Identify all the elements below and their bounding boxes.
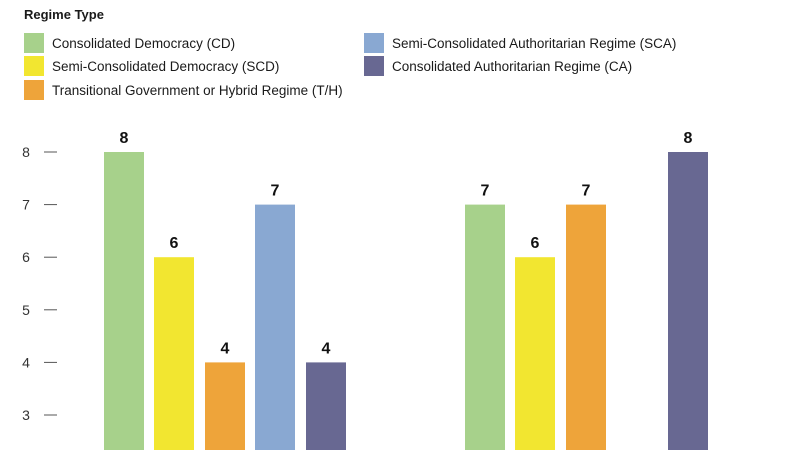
legend-label-cd: Consolidated Democracy (CD) xyxy=(52,35,236,51)
bar xyxy=(104,152,144,450)
legend-swatch-ca xyxy=(364,56,384,76)
bar xyxy=(465,204,505,450)
legend-swatch-scd xyxy=(24,56,44,76)
legend-item-scd: Semi-Consolidated Democracy (SCD) xyxy=(24,56,279,76)
legend-label-sca: Semi-Consolidated Authoritarian Regime (… xyxy=(392,35,677,51)
y-tick-label: 6 xyxy=(22,249,30,265)
y-tick-label: 3 xyxy=(22,407,30,423)
bar xyxy=(515,257,555,450)
legend-label-ca: Consolidated Authoritarian Regime (CA) xyxy=(392,58,633,74)
bar xyxy=(306,362,346,450)
bar-value-label: 4 xyxy=(221,340,230,357)
legend-item-sca: Semi-Consolidated Authoritarian Regime (… xyxy=(364,33,676,53)
legend-title: Regime Type xyxy=(24,7,104,22)
legend-label-th: Transitional Government or Hybrid Regime… xyxy=(52,82,343,98)
bar-value-label: 6 xyxy=(531,235,540,252)
chart-legend: Regime Type Consolidated Democracy (CD) … xyxy=(0,0,800,110)
legend-label-scd: Semi-Consolidated Democracy (SCD) xyxy=(52,58,280,74)
bar-value-label: 7 xyxy=(481,183,490,200)
bar xyxy=(154,257,194,450)
legend-swatch-sca xyxy=(364,33,384,53)
legend-item-th: Transitional Government or Hybrid Regime… xyxy=(24,80,343,100)
legend-swatch-th xyxy=(24,80,44,100)
bar-value-label: 7 xyxy=(582,183,591,200)
legend-swatch-cd xyxy=(24,33,44,53)
bar xyxy=(668,152,708,450)
bar-value-label: 6 xyxy=(170,235,179,252)
bar-value-label: 8 xyxy=(120,130,129,147)
bar xyxy=(205,362,245,450)
legend-item-ca: Consolidated Authoritarian Regime (CA) xyxy=(364,56,632,76)
y-tick-label: 5 xyxy=(22,302,30,318)
bar xyxy=(255,204,295,450)
y-tick-label: 8 xyxy=(22,144,30,160)
bar-value-label: 4 xyxy=(322,340,331,357)
y-tick-label: 7 xyxy=(22,197,30,213)
bar xyxy=(566,204,606,450)
bar-value-label: 8 xyxy=(684,130,693,147)
legend-item-cd: Consolidated Democracy (CD) xyxy=(24,33,235,53)
y-tick-label: 4 xyxy=(22,354,30,370)
bar-value-label: 7 xyxy=(271,183,280,200)
